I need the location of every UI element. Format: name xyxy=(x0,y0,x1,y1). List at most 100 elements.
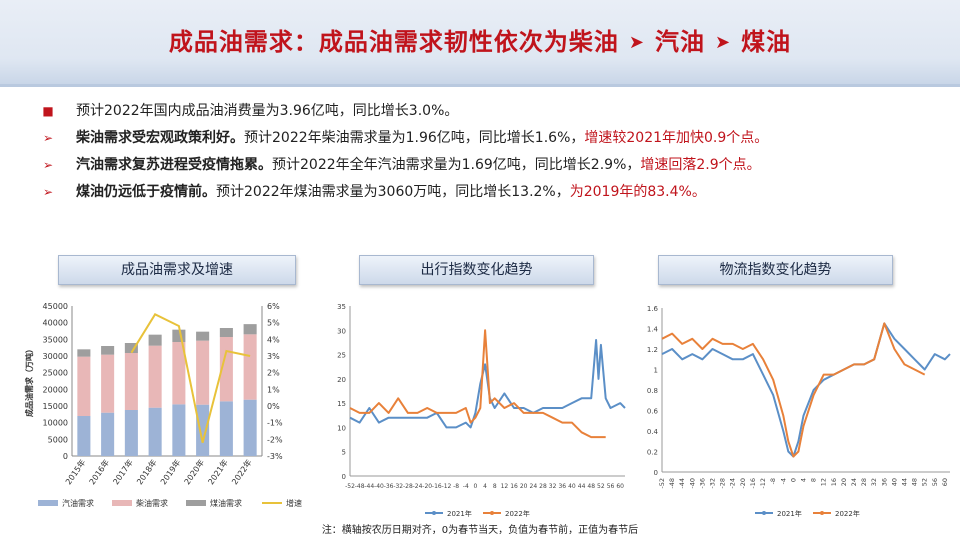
x-tick-label: -20 xyxy=(739,478,747,489)
legend-swatch xyxy=(112,500,132,506)
page-title: 成品油需求：成品油需求韧性依次为柴油 ➤ 汽油 ➤ 煤油 xyxy=(0,22,960,57)
bar-2 xyxy=(219,328,233,337)
x-tick-label: 40 xyxy=(568,483,576,490)
y-tick-label: 10 xyxy=(337,424,346,432)
bullet-item: ➢ 煤油仍远低于疫情前。预计2022年煤油需求量为3060万吨，同比增长13.2… xyxy=(38,179,938,206)
x-tick-label: -32 xyxy=(709,478,717,489)
demand-growth-chart: 0 5000 10000 15000 20000 25000 30000 35000 40000… xyxy=(24,302,302,508)
y-tick-label: 0.6 xyxy=(647,408,659,416)
x-tick-label: -44 xyxy=(364,483,374,490)
series-line-1 xyxy=(661,322,926,458)
legend-label: 2021年 xyxy=(447,509,472,518)
bar-2 xyxy=(101,346,115,355)
x-tick-label: 12 xyxy=(820,478,828,486)
bar-0 xyxy=(219,401,233,456)
x-tick-label: 60 xyxy=(941,478,949,486)
x-tick-label: 36 xyxy=(558,483,566,490)
bullet-text: 预计2022年全年汽油需求量为1.69亿吨，同比增长2.9%， xyxy=(272,157,641,173)
bar-2 xyxy=(124,343,138,353)
x-tick-label: 24 xyxy=(850,478,858,486)
x-tick-label: 8 xyxy=(493,483,497,490)
x-tick-label: 4 xyxy=(799,478,807,482)
bar-0 xyxy=(148,407,162,456)
bar-0 xyxy=(101,412,115,456)
legend-label: 2022年 xyxy=(505,509,530,518)
bar-1 xyxy=(172,342,186,405)
y-tick-label: 0 xyxy=(63,452,68,461)
x-tick-label: 2019年 xyxy=(158,457,182,486)
x-tick-label: 16 xyxy=(510,483,518,490)
title-main: 成品油需求：成品油需求韧性依次为柴油 xyxy=(168,28,619,56)
y-tick-label: 1 xyxy=(654,367,658,375)
bar-1 xyxy=(219,337,233,402)
bar-1 xyxy=(124,353,138,410)
x-tick-label: -16 xyxy=(749,478,757,489)
x-tick-label: -28 xyxy=(719,478,727,489)
x-tick-label: 52 xyxy=(597,483,605,490)
x-tick-label: 20 xyxy=(520,483,528,490)
x-tick-label: -20 xyxy=(422,483,432,490)
x-tick-label: 12 xyxy=(501,483,509,490)
x-tick-label: -28 xyxy=(403,483,413,490)
x-tick-label: 16 xyxy=(830,478,838,486)
bullet-text: 预计2022年柴油需求量为1.96亿吨，同比增长1.6%， xyxy=(244,130,585,146)
bullet-bold: 煤油仍远低于疫情前。 xyxy=(76,184,216,200)
logistics-index-chart: 00.20.40.60.811.21.41.6-52 -48 -44 -40 -36 -3… xyxy=(647,305,951,518)
footnote: 注：横轴按农历日期对齐，0为春节当天，负值为春节前，正值为春节后 xyxy=(321,525,639,536)
x-tick-label: -16 xyxy=(432,483,442,490)
x-tick-label: 2021年 xyxy=(206,457,230,486)
y2-tick-label: 6% xyxy=(267,302,280,311)
y2-tick-label: 4% xyxy=(267,335,280,344)
y-tick-label: 25000 xyxy=(43,369,68,378)
legend-swatch xyxy=(38,500,58,506)
y-tick-label: 20 xyxy=(337,376,346,384)
bar-1 xyxy=(101,354,115,413)
y2-tick-label: -3% xyxy=(267,452,283,461)
y-tick-label: 40000 xyxy=(43,319,68,328)
x-tick-label: 28 xyxy=(860,478,868,486)
x-tick-label: -32 xyxy=(393,483,403,490)
bar-1 xyxy=(148,345,162,408)
y-tick-label: 5000 xyxy=(48,435,68,444)
y2-tick-label: 3% xyxy=(267,352,280,361)
x-tick-label: 0 xyxy=(474,483,478,490)
legend-label: 煤油需求 xyxy=(210,498,242,508)
legend-label: 2022年 xyxy=(835,509,860,518)
legend-label: 柴油需求 xyxy=(136,498,168,508)
x-tick-label: 48 xyxy=(911,478,919,486)
bullet-highlight: 增速较2021年加快0.9个点。 xyxy=(584,130,769,146)
x-tick-label: 36 xyxy=(880,478,888,486)
y-tick-label: 30000 xyxy=(43,352,68,361)
bar-2 xyxy=(243,324,257,335)
y-tick-label: 0.2 xyxy=(647,449,658,457)
header-band xyxy=(0,0,960,84)
bar-0 xyxy=(196,404,210,456)
y-tick-label: 1.6 xyxy=(647,305,659,313)
x-tick-label: 52 xyxy=(921,478,929,486)
x-tick-label: -40 xyxy=(374,483,384,490)
x-tick-label: -48 xyxy=(355,483,365,490)
title-jet: 煤油 xyxy=(741,28,792,56)
legend-marker xyxy=(490,511,494,515)
series-line-0 xyxy=(661,322,951,458)
y-tick-label: 45000 xyxy=(43,302,68,311)
y-axis-title: 成品油需求（万吨） xyxy=(24,345,34,417)
legend-marker xyxy=(820,511,824,515)
series-line-1 xyxy=(349,329,606,439)
y-tick-label: 0 xyxy=(342,473,346,481)
y-tick-label: 25 xyxy=(337,352,346,360)
y-tick-label: 1.4 xyxy=(647,326,659,334)
x-tick-label: 0 xyxy=(789,478,797,482)
bullet-bold: 柴油需求受宏观政策利好。 xyxy=(76,130,244,146)
x-tick-label: 20 xyxy=(840,478,848,486)
x-tick-label: 2022年 xyxy=(229,457,253,486)
bar-2 xyxy=(196,331,210,341)
bullet-text: 预计2022年国内成品油消费量为3.96亿吨，同比增长3.0%。 xyxy=(76,103,459,119)
chevron-right-icon: ➤ xyxy=(715,32,732,53)
x-tick-label: 40 xyxy=(890,478,898,486)
x-tick-label: 2016年 xyxy=(87,457,111,486)
bar-0 xyxy=(243,399,257,456)
legend-label: 汽油需求 xyxy=(62,498,94,508)
x-tick-label: 44 xyxy=(578,483,586,490)
